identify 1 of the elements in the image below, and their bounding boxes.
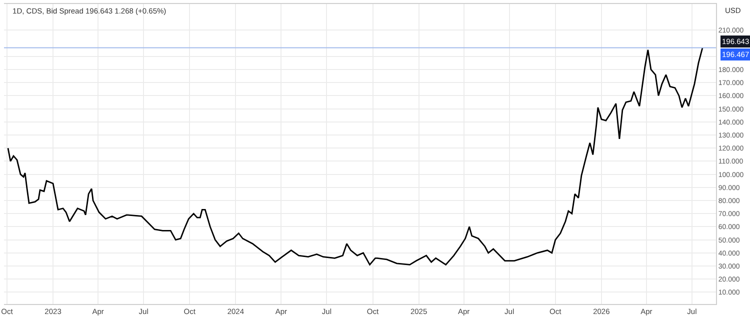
line-series [7, 47, 704, 266]
